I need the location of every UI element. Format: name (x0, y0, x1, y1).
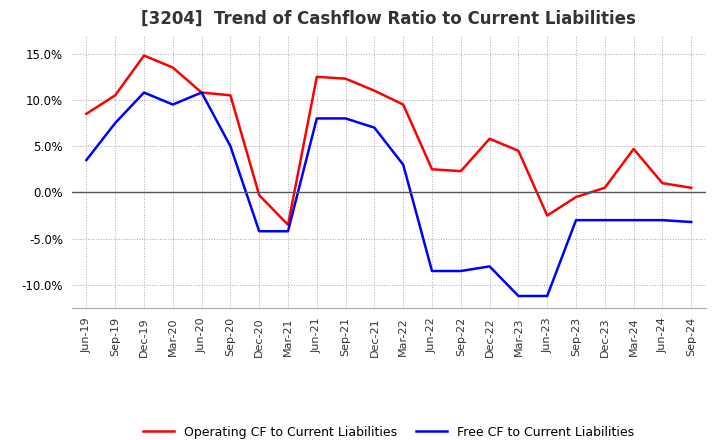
Free CF to Current Liabilities (312, 116, 321, 121)
Free CF to Current Liabilities (572, 217, 580, 223)
Operating CF to Current Liabilities (456, 169, 465, 174)
Free CF to Current Liabilities (168, 102, 177, 107)
Operating CF to Current Liabilities (428, 167, 436, 172)
Free CF to Current Liabilities (197, 90, 206, 95)
Operating CF to Current Liabilities (543, 213, 552, 218)
Free CF to Current Liabilities (485, 264, 494, 269)
Free CF to Current Liabilities (428, 268, 436, 274)
Free CF to Current Liabilities (255, 229, 264, 234)
Free CF to Current Liabilities (399, 162, 408, 167)
Operating CF to Current Liabilities (226, 93, 235, 98)
Operating CF to Current Liabilities (600, 185, 609, 191)
Free CF to Current Liabilities (543, 293, 552, 299)
Operating CF to Current Liabilities (140, 53, 148, 58)
Operating CF to Current Liabilities (284, 222, 292, 227)
Free CF to Current Liabilities (629, 217, 638, 223)
Operating CF to Current Liabilities (197, 90, 206, 95)
Operating CF to Current Liabilities (485, 136, 494, 141)
Line: Operating CF to Current Liabilities: Operating CF to Current Liabilities (86, 55, 691, 225)
Operating CF to Current Liabilities (341, 76, 350, 81)
Operating CF to Current Liabilities (370, 88, 379, 93)
Legend: Operating CF to Current Liabilities, Free CF to Current Liabilities: Operating CF to Current Liabilities, Fre… (138, 421, 639, 440)
Free CF to Current Liabilities (341, 116, 350, 121)
Free CF to Current Liabilities (284, 229, 292, 234)
Free CF to Current Liabilities (514, 293, 523, 299)
Operating CF to Current Liabilities (687, 185, 696, 191)
Free CF to Current Liabilities (111, 121, 120, 126)
Operating CF to Current Liabilities (255, 193, 264, 198)
Free CF to Current Liabilities (226, 143, 235, 149)
Operating CF to Current Liabilities (572, 194, 580, 200)
Free CF to Current Liabilities (82, 158, 91, 163)
Free CF to Current Liabilities (370, 125, 379, 130)
Free CF to Current Liabilities (687, 220, 696, 225)
Free CF to Current Liabilities (140, 90, 148, 95)
Free CF to Current Liabilities (600, 217, 609, 223)
Operating CF to Current Liabilities (514, 148, 523, 154)
Free CF to Current Liabilities (658, 217, 667, 223)
Line: Free CF to Current Liabilities: Free CF to Current Liabilities (86, 92, 691, 296)
Operating CF to Current Liabilities (312, 74, 321, 80)
Operating CF to Current Liabilities (658, 180, 667, 186)
Free CF to Current Liabilities (456, 268, 465, 274)
Operating CF to Current Liabilities (399, 102, 408, 107)
Operating CF to Current Liabilities (168, 65, 177, 70)
Operating CF to Current Liabilities (82, 111, 91, 117)
Title: [3204]  Trend of Cashflow Ratio to Current Liabilities: [3204] Trend of Cashflow Ratio to Curren… (141, 10, 636, 28)
Operating CF to Current Liabilities (629, 147, 638, 152)
Operating CF to Current Liabilities (111, 93, 120, 98)
